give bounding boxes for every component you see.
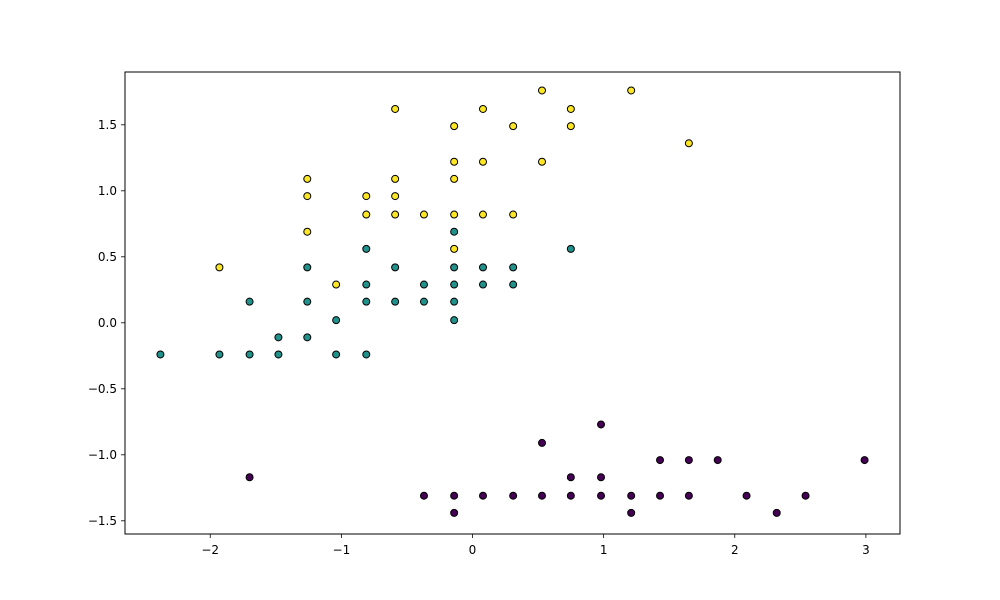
y-tick-label: 0.0 (98, 316, 117, 330)
data-point (566, 244, 575, 253)
data-point (684, 456, 693, 465)
data-point (245, 297, 254, 306)
data-point (538, 157, 547, 166)
data-point (566, 122, 575, 131)
data-point (509, 280, 518, 289)
data-point (391, 210, 400, 219)
y-tick-label: 0.5 (98, 250, 117, 264)
x-axis: −2 −1 0 1 2 3 (201, 534, 870, 557)
data-point (391, 192, 400, 201)
plot-area-frame (124, 71, 901, 535)
x-tick-label: 3 (862, 543, 870, 557)
x-tick-label: 0 (469, 543, 477, 557)
data-point (215, 350, 224, 359)
data-point (772, 508, 781, 517)
data-point (538, 438, 547, 447)
data-point (362, 210, 371, 219)
data-point (538, 86, 547, 95)
y-tick-label: 1.0 (98, 184, 117, 198)
data-point (478, 104, 487, 113)
data-point (419, 280, 428, 289)
data-point (419, 210, 428, 219)
data-point (391, 174, 400, 183)
data-point (538, 491, 547, 500)
data-point (450, 174, 459, 183)
data-point (656, 491, 665, 500)
data-point (450, 227, 459, 236)
data-point (332, 350, 341, 359)
data-point (303, 263, 312, 272)
points-layer (156, 86, 869, 517)
data-point (684, 491, 693, 500)
data-point (801, 491, 810, 500)
data-point (303, 297, 312, 306)
data-point (684, 139, 693, 148)
data-point (303, 192, 312, 201)
y-tick-label: −0.5 (88, 382, 117, 396)
data-point (303, 333, 312, 342)
data-point (478, 263, 487, 272)
data-point (860, 456, 869, 465)
data-point (597, 420, 606, 429)
data-point (566, 104, 575, 113)
data-point (245, 350, 254, 359)
data-point (303, 227, 312, 236)
data-point (332, 316, 341, 325)
data-point (627, 491, 636, 500)
y-axis: −1.5 −1.0 −0.5 0.0 0.5 1.0 1.5 (88, 118, 125, 528)
data-point (156, 350, 165, 359)
data-point (303, 174, 312, 183)
data-point (391, 263, 400, 272)
data-point (509, 491, 518, 500)
data-point (450, 297, 459, 306)
x-tick-label: −2 (201, 543, 219, 557)
data-point (627, 86, 636, 95)
data-point (274, 333, 283, 342)
x-tick-label: 2 (731, 543, 739, 557)
data-point (391, 104, 400, 113)
y-tick-label: 1.5 (98, 118, 117, 132)
data-point (362, 350, 371, 359)
data-point (274, 350, 283, 359)
data-point (713, 456, 722, 465)
data-point (566, 473, 575, 482)
data-point (450, 157, 459, 166)
data-point (627, 508, 636, 517)
data-point (362, 192, 371, 201)
data-point (450, 263, 459, 272)
data-point (509, 263, 518, 272)
data-point (450, 316, 459, 325)
data-point (362, 244, 371, 253)
data-point (450, 280, 459, 289)
data-point (450, 210, 459, 219)
y-tick-label: −1.0 (88, 448, 117, 462)
data-point (362, 297, 371, 306)
data-point (509, 210, 518, 219)
data-point (478, 157, 487, 166)
data-point (509, 122, 518, 131)
data-point (450, 244, 459, 253)
data-point (450, 508, 459, 517)
data-point (362, 280, 371, 289)
data-point (478, 280, 487, 289)
data-point (215, 263, 224, 272)
data-point (419, 297, 428, 306)
data-point (450, 491, 459, 500)
x-tick-label: 1 (600, 543, 608, 557)
x-tick-label: −1 (333, 543, 351, 557)
data-point (597, 473, 606, 482)
data-point (332, 280, 341, 289)
data-point (656, 456, 665, 465)
data-point (478, 491, 487, 500)
data-point (566, 491, 575, 500)
data-point (391, 297, 400, 306)
data-point (419, 491, 428, 500)
data-point (450, 122, 459, 131)
data-point (478, 210, 487, 219)
data-point (245, 473, 254, 482)
data-point (742, 491, 751, 500)
data-point (597, 491, 606, 500)
y-tick-label: −1.5 (88, 514, 117, 528)
